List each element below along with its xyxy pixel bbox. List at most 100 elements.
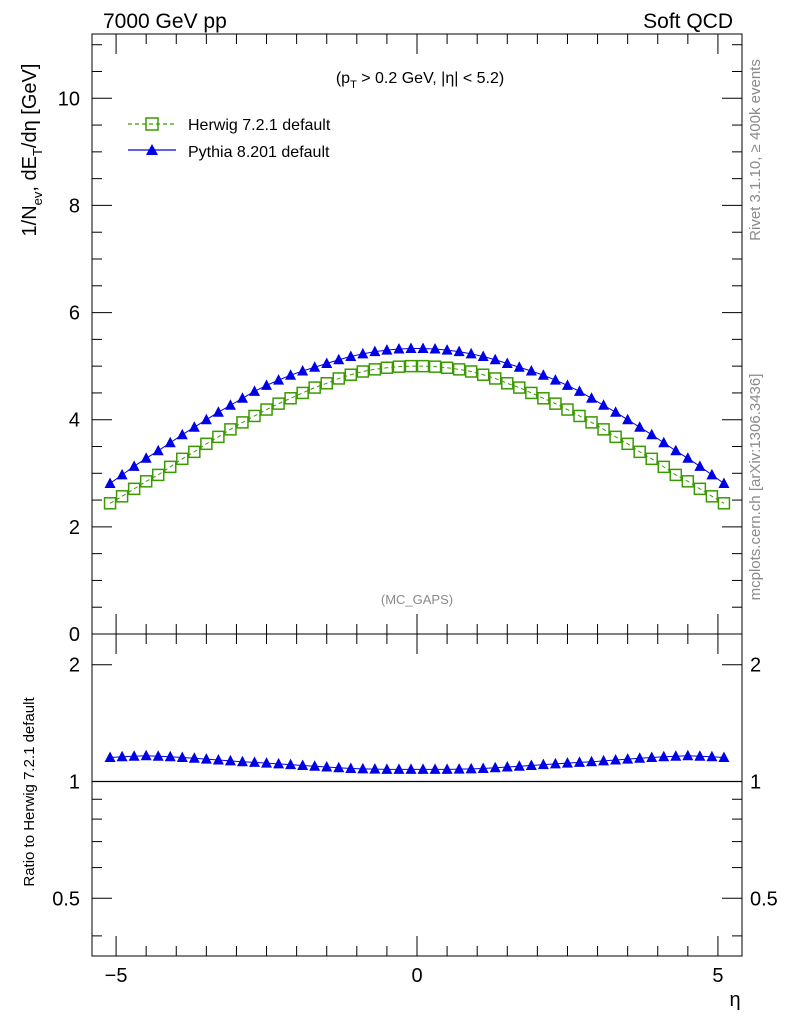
ratio-point [381, 763, 393, 774]
pythia-point [273, 374, 285, 385]
pythia-point [682, 452, 694, 463]
pythia-point [224, 399, 236, 410]
herwig-point [176, 452, 189, 466]
ratio-point [513, 760, 525, 771]
pythia-point [574, 385, 585, 396]
pythia-point [513, 361, 525, 372]
pythia-point [549, 374, 561, 385]
main-y-tick-label: 10 [58, 88, 80, 110]
x-tick-label: 0 [411, 965, 422, 987]
ratio-series [104, 749, 730, 774]
pythia-point [634, 421, 646, 432]
pythia-point [537, 369, 549, 380]
ratio-point [549, 757, 561, 769]
ratio-point [116, 750, 128, 762]
ratio-y-axis-label: Ratio to Herwig 7.2.1 default [21, 697, 38, 887]
ratio-point [489, 761, 501, 773]
herwig-point [513, 381, 526, 394]
ratio-point [634, 752, 646, 763]
pythia-point [525, 364, 537, 376]
ratio-point [224, 754, 236, 766]
ratio-point [164, 750, 176, 762]
main-y-tick-label: 8 [69, 195, 80, 217]
ratio-point [212, 754, 224, 765]
herwig-point [561, 403, 574, 416]
pythia-point [104, 477, 116, 488]
pythia-point [212, 406, 224, 417]
legend-herwig-marker [145, 117, 159, 131]
ratio-point [309, 760, 321, 771]
herwig-point [284, 392, 297, 405]
pythia-point [694, 460, 706, 471]
pythia-point [658, 436, 670, 448]
ratio-y-tick-label-right: 2 [750, 655, 761, 677]
ratio-point [273, 757, 285, 769]
herwig-line [109, 365, 725, 504]
ratio-point [682, 749, 694, 761]
pythia-point [561, 379, 573, 390]
legend-pythia-marker [146, 144, 158, 155]
herwig-point [717, 497, 731, 510]
ratio-point [261, 757, 273, 768]
rivet-version-label: Rivet 3.1.10, ≥ 400k events [747, 59, 764, 241]
x-tick-label: −5 [105, 965, 128, 987]
main-y-tick-label: 0 [69, 624, 80, 646]
pythia-point [646, 428, 658, 440]
main-y-axis-label: 1/Nev, dET/dη [GeV] [19, 64, 45, 237]
x-axis-label: η [729, 989, 740, 1011]
herwig-point [573, 409, 586, 423]
ratio-point [561, 757, 573, 768]
legend: Herwig 7.2.1 default Pythia 8.201 defaul… [128, 117, 331, 161]
herwig-point [188, 445, 201, 459]
pythia-point [297, 364, 309, 376]
herwig-point [224, 423, 237, 436]
herwig-point [428, 360, 442, 373]
pythia-point [381, 344, 393, 355]
pythia-point [285, 369, 297, 380]
pythia-point [610, 406, 622, 417]
cut-annotation: (pT > 0.2 GeV, |η| < 5.2) [336, 70, 504, 91]
ratio-point [586, 755, 598, 767]
ratio-y-tick-label: 1 [69, 772, 80, 794]
ratio-point [465, 762, 477, 774]
ratio-point [429, 763, 441, 774]
herwig-point [501, 377, 514, 390]
pythia-point [489, 353, 501, 365]
ratio-y-tick-label-right: 1 [750, 772, 761, 794]
herwig-point [452, 363, 466, 376]
ratio-point [188, 752, 200, 763]
pythia-point [164, 436, 176, 448]
herwig-point [344, 368, 358, 381]
legend-pythia-label: Pythia 8.201 default [188, 144, 330, 161]
ratio-point [285, 758, 297, 770]
pythia-point [501, 357, 513, 368]
legend-herwig-label: Herwig 7.2.1 default [188, 117, 331, 134]
ratio-point [200, 753, 212, 764]
pythia-point [465, 347, 477, 359]
herwig-point [248, 409, 261, 423]
ratio-point [249, 756, 260, 767]
ratio-point [321, 760, 333, 772]
pythia-point [357, 347, 369, 359]
ratio-plot-frame [91, 633, 743, 957]
ratio-point [297, 759, 309, 770]
herwig-point [151, 468, 165, 482]
pythia-point [249, 385, 260, 396]
ratio-point [345, 762, 357, 774]
pythia-point [152, 444, 164, 456]
herwig-point [163, 460, 177, 474]
herwig-point [308, 381, 321, 394]
herwig-point [139, 475, 153, 488]
herwig-point [476, 368, 490, 381]
ratio-point [152, 750, 164, 761]
ratio-point [393, 763, 405, 774]
herwig-point [669, 468, 683, 482]
ratio-point [453, 763, 465, 774]
header-right-label: Soft QCD [643, 10, 733, 33]
pythia-point [128, 460, 140, 471]
herwig-point [416, 359, 430, 373]
herwig-point [488, 372, 502, 385]
herwig-point [103, 497, 117, 510]
ratio-point [441, 763, 453, 774]
ratio-y-tick-label-right: 0.5 [750, 888, 778, 910]
